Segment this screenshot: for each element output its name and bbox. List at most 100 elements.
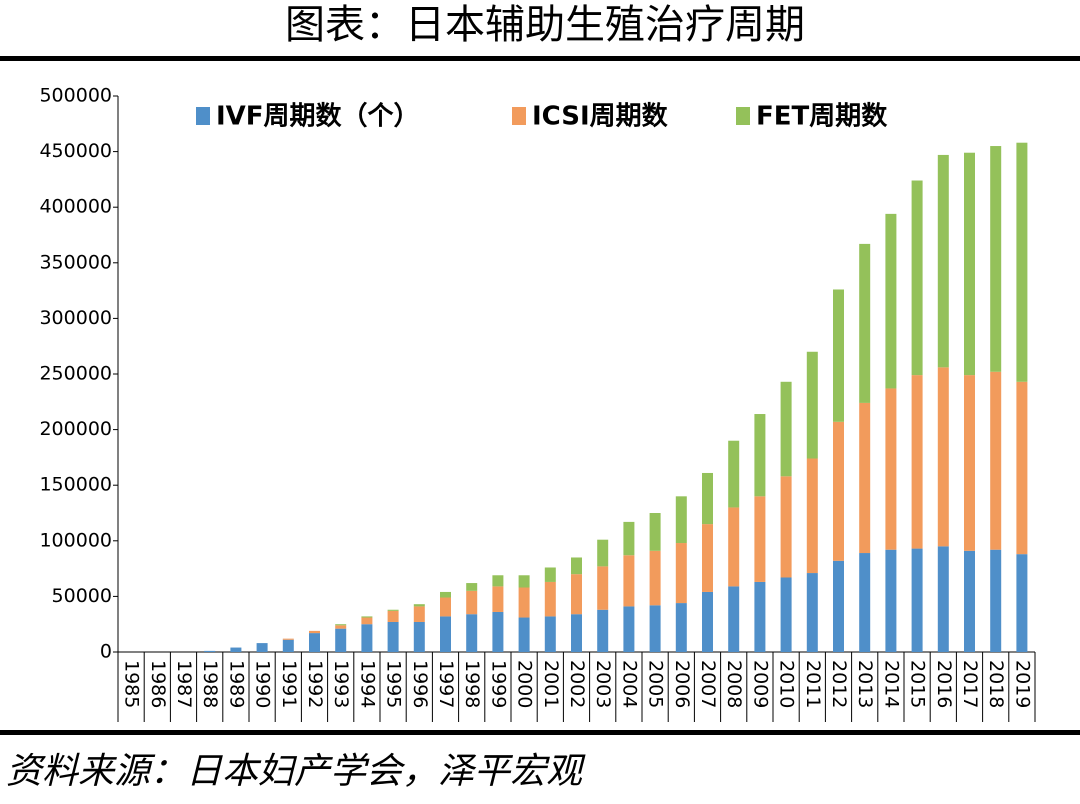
bar-segment [597,566,609,610]
bar-segment [282,639,294,652]
bar-segment [309,633,320,652]
bar-segment [440,616,451,652]
bar-segment [1016,142,1028,382]
x-tick-label: 1996 [409,660,431,708]
bar-segment [492,575,504,587]
x-tick-label: 1986 [147,660,169,708]
bar-segment [571,574,582,615]
x-tick-label: 1990 [252,660,274,708]
bar-segment [282,638,294,640]
bar-segment [387,610,399,622]
x-tick-label: 2015 [907,660,929,708]
x-tick-label: 1987 [173,660,195,708]
bar-segment [335,624,347,626]
x-tick-label: 2014 [880,660,902,708]
legend-label: ICSI周期数 [532,102,669,132]
x-tick-label: 1985 [121,660,143,708]
bar-segment [780,577,792,652]
x-tick-label: 2002 [566,660,588,708]
bar-segment [597,609,609,652]
bar-segment [335,628,347,652]
bar-segment [571,614,582,652]
x-tick-label: 2012 [828,660,850,708]
bar-segment [806,573,818,652]
x-tick-label: 2019 [1011,660,1033,708]
bar-segment [518,575,530,588]
bar-segment [649,550,661,606]
bar-segment [728,507,740,587]
bar-segment [937,546,949,652]
x-tick-label: 1999 [487,660,509,708]
source-rule [0,730,1080,735]
bar-segment [885,213,897,389]
y-tick-label: 200000 [39,418,112,440]
bar-segment [597,539,609,567]
bar-segment [937,154,949,368]
x-tick-label: 2006 [671,660,693,708]
bar-segment [518,617,530,652]
bar-segment [964,550,975,652]
bar-segment [780,381,792,477]
x-tick-label: 2003 [592,660,614,708]
x-tick-label: 1993 [330,660,352,708]
legend-swatch [736,107,750,125]
x-tick-label: 2016 [933,660,955,708]
bar-segment [990,371,1002,550]
bar-segment [675,496,687,544]
y-tick-label: 150000 [39,474,112,496]
bar-segment [833,560,844,652]
bar-segment [387,621,399,652]
bar-segment [440,597,451,617]
bar-segment [702,472,713,525]
x-tick-label: 1988 [199,660,221,708]
x-tick-label: 1991 [278,660,300,708]
legend-label: IVF周期数（个） [216,102,420,132]
chart-title: 图表：日本辅助生殖治疗周期 [285,2,805,48]
x-tick-label: 1997 [435,660,457,708]
bar-segment [466,583,478,591]
bar-segment [806,351,818,459]
bar-segment [623,606,635,652]
bar-segment [911,180,923,376]
bar-segment [780,476,792,578]
bar-segment [623,555,635,607]
bar-segment [335,625,347,629]
legend-swatch [196,107,210,125]
x-tick-label: 2011 [802,660,824,708]
bar-segment [230,647,242,652]
bar-segment [309,630,320,634]
bar-segment [204,650,216,652]
x-tick-label: 2018 [985,660,1007,708]
x-tick-label: 2001 [540,660,562,708]
bar-segment [937,367,949,547]
y-tick-label: 100000 [39,529,112,551]
bar-segment [256,643,268,652]
bar-segment [964,152,975,376]
y-tick-label: 450000 [39,140,112,162]
bar-segment [754,414,766,497]
bar-segment [492,611,504,652]
bar-segment [413,604,425,607]
bar-segment [990,146,1002,372]
x-tick-label: 2007 [697,660,719,708]
bar-segment [702,524,713,592]
x-tick-label: 1995 [383,660,405,708]
bar-segment [859,553,871,652]
y-tick-label: 350000 [39,251,112,273]
bar-segment [571,557,582,575]
bar-segment [387,609,399,611]
bar-segment [833,421,844,561]
bar-segment [413,606,425,622]
bar-segment [361,616,373,618]
x-tick-label: 1994 [356,660,378,708]
y-tick-label: 400000 [39,196,112,218]
bar-segment [361,617,373,625]
bar-segment [466,590,478,615]
bar-segment [990,549,1002,652]
bar-segment [492,586,504,612]
bar-segment [1016,381,1028,555]
bar-segment [728,440,740,508]
bar-segment [649,605,661,652]
bar-segment [885,549,897,652]
